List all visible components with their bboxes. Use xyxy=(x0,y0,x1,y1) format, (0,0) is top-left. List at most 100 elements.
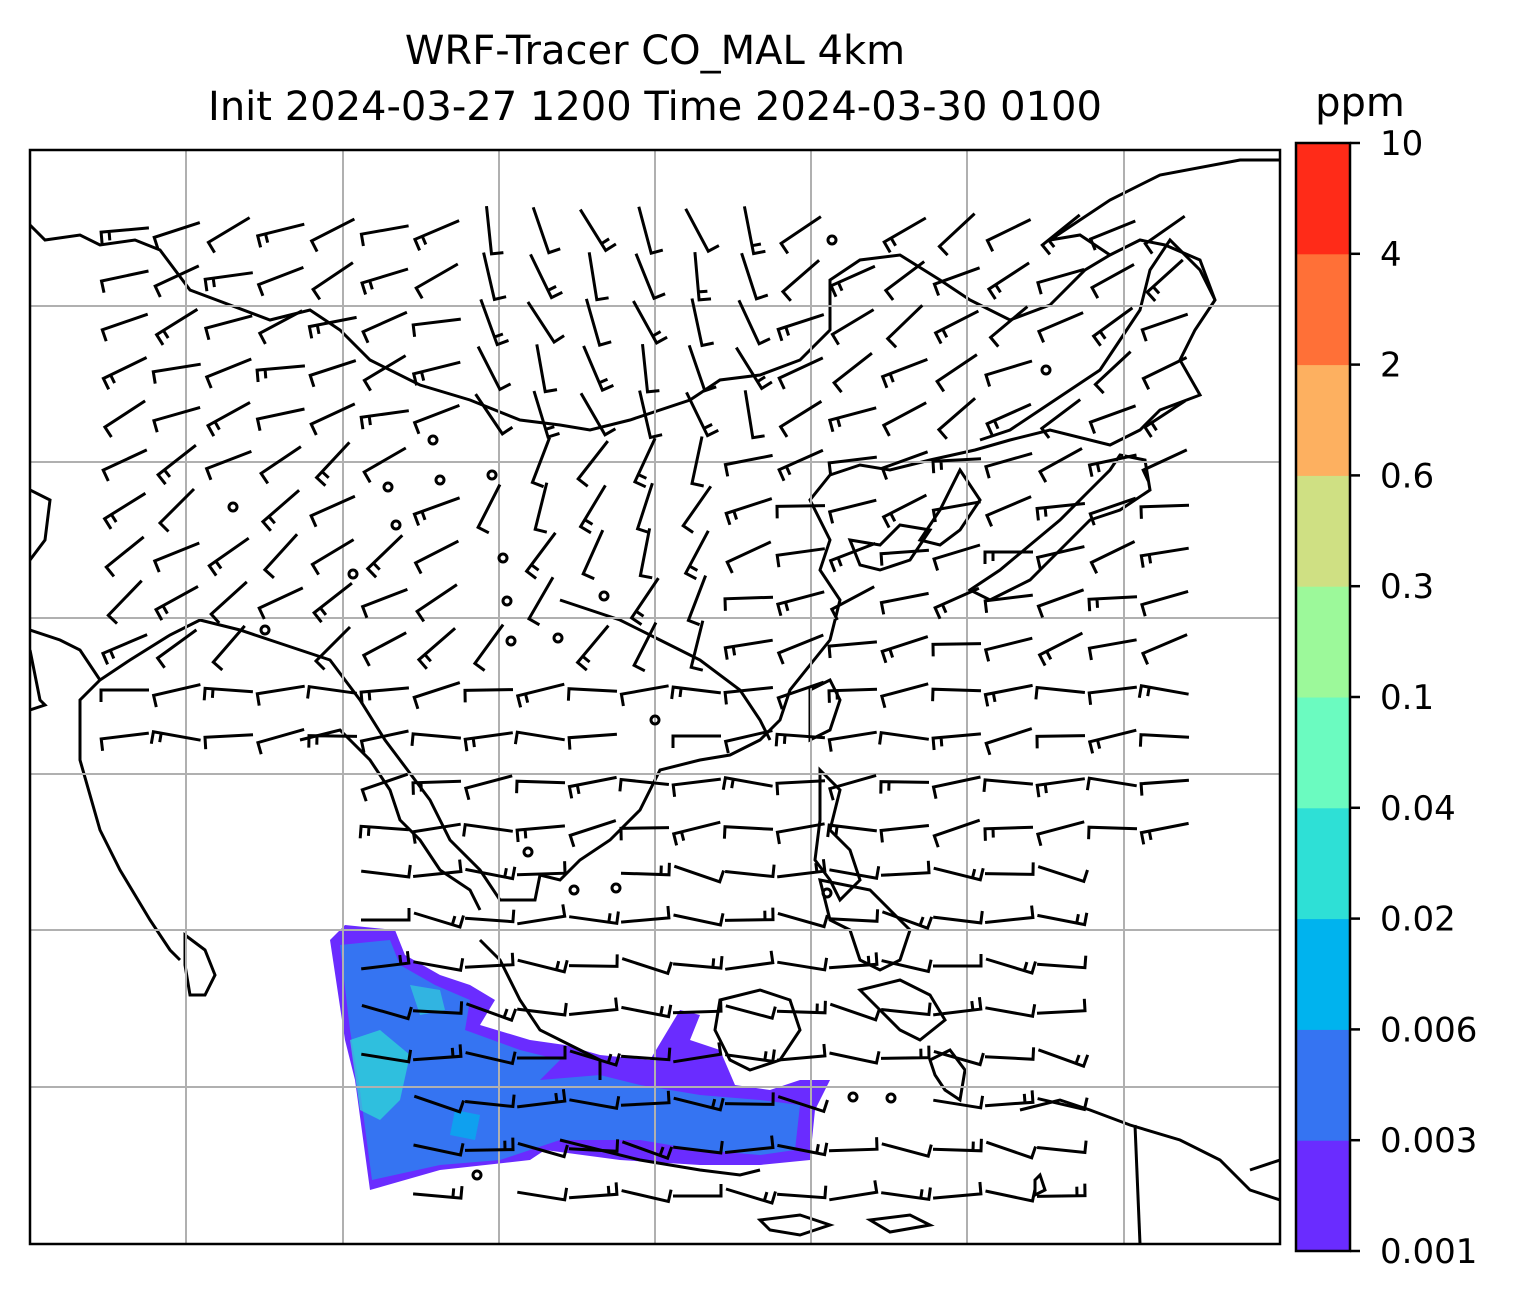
wind-barb xyxy=(465,866,517,881)
wind-barb xyxy=(413,1142,465,1157)
wind-barb xyxy=(621,957,673,976)
wind-barb xyxy=(827,730,877,752)
wind-barb xyxy=(829,585,875,621)
wind-barb xyxy=(476,483,502,535)
wind-barb xyxy=(931,457,982,474)
colorbar-segment xyxy=(1296,253,1350,366)
wind-barb xyxy=(828,952,879,970)
wind-barb xyxy=(101,448,148,482)
wind-barb xyxy=(100,312,149,342)
calm-wind-marker xyxy=(522,846,534,858)
calm-wind-marker xyxy=(1040,364,1052,376)
wind-barb xyxy=(693,251,712,302)
colorbar: 0.001 0.003 0.006 0.02 0.04 0.1 0.3 0.6 2 4 10 xyxy=(1294,124,1477,1272)
colorbar-tick-label: 0.003 xyxy=(1380,1121,1477,1161)
wind-barb xyxy=(985,957,1037,975)
wind-barb xyxy=(724,1049,776,1063)
wind-barb xyxy=(151,362,201,384)
wind-barb xyxy=(154,308,199,346)
wind-barb xyxy=(463,688,514,703)
wind-barb xyxy=(933,586,980,620)
colorbar-segment xyxy=(1296,807,1350,920)
wind-barb xyxy=(568,1182,619,1200)
wind-barb xyxy=(985,1140,1038,1160)
colorbar-tick-label: 2 xyxy=(1380,346,1402,386)
wind-barb xyxy=(931,500,981,523)
chart-title-line-2: Init 2024-03-27 1200 Time 2024-03-30 010… xyxy=(208,84,1102,130)
wind-barb xyxy=(463,731,514,752)
wind-barb xyxy=(985,1188,1037,1203)
wind-barb xyxy=(829,1050,881,1065)
wind-barb xyxy=(933,866,985,882)
colorbar-tick-label: 0.6 xyxy=(1380,456,1434,496)
wind-barb xyxy=(632,437,657,489)
wind-barb xyxy=(255,684,305,706)
wind-barb xyxy=(106,579,143,625)
wind-barb xyxy=(984,905,1035,924)
wind-barb xyxy=(413,1094,466,1114)
wind-barb xyxy=(464,1137,515,1152)
wind-barb xyxy=(885,304,924,349)
wind-barb xyxy=(1145,258,1184,303)
wind-barb xyxy=(743,390,765,440)
wind-barb xyxy=(517,958,569,974)
wind-barb xyxy=(932,266,981,297)
wind-barb xyxy=(1036,588,1085,619)
wind-barb xyxy=(983,683,1033,707)
wind-barb xyxy=(673,912,725,927)
colorbar-segment xyxy=(1296,475,1350,587)
wind-barb xyxy=(1088,219,1136,251)
wind-barb xyxy=(776,680,825,710)
wind-barb xyxy=(472,623,505,672)
wind-barb xyxy=(575,624,610,672)
wind-barb xyxy=(1139,821,1189,845)
wind-barb xyxy=(587,252,609,302)
wind-barb xyxy=(686,575,708,627)
wind-barb xyxy=(1138,733,1190,747)
wind-barb xyxy=(774,732,826,747)
colorbar-tick-label: 0.006 xyxy=(1380,1010,1477,1050)
wind-barb xyxy=(673,1140,724,1155)
wind-barb xyxy=(933,910,984,925)
wind-barb xyxy=(681,485,713,534)
wind-barb xyxy=(476,345,512,392)
wind-barb xyxy=(255,364,306,383)
wind-barb xyxy=(776,1000,827,1015)
wind-barb xyxy=(104,535,145,578)
wind-barb xyxy=(777,957,829,972)
wind-barb xyxy=(984,451,1033,479)
wind-barb xyxy=(775,822,825,845)
wind-barb xyxy=(635,482,654,534)
colorbar-tick-label: 10 xyxy=(1380,124,1423,164)
wind-barb xyxy=(576,440,609,488)
wind-barb xyxy=(578,484,607,535)
wind-barb xyxy=(632,300,668,346)
tracer-concentration-field xyxy=(330,925,830,1190)
wind-barb xyxy=(361,631,407,667)
wind-barb xyxy=(485,205,504,256)
wind-barb xyxy=(1139,778,1190,796)
wind-barb xyxy=(149,730,201,744)
wind-barb xyxy=(827,687,878,703)
wind-barb xyxy=(1037,631,1084,667)
wind-barb xyxy=(153,585,199,621)
wind-barb xyxy=(1088,496,1137,526)
wind-barb xyxy=(362,446,407,484)
wind-barb xyxy=(831,352,873,394)
wind-barb xyxy=(517,1046,567,1060)
wind-barb xyxy=(412,1185,464,1200)
wind-barb xyxy=(672,999,723,1015)
calm-wind-marker xyxy=(347,568,359,580)
wind-barb xyxy=(206,216,251,254)
wind-barb xyxy=(262,533,299,580)
wind-barb xyxy=(988,305,1029,348)
wind-barb xyxy=(724,1092,775,1106)
wind-barb xyxy=(1143,214,1186,255)
wind-barb xyxy=(516,861,567,877)
wind-barb xyxy=(581,529,605,581)
wind-barb xyxy=(101,356,148,390)
wind-barb xyxy=(412,403,460,435)
wind-barb xyxy=(777,356,824,390)
wind-barb xyxy=(1087,453,1137,478)
